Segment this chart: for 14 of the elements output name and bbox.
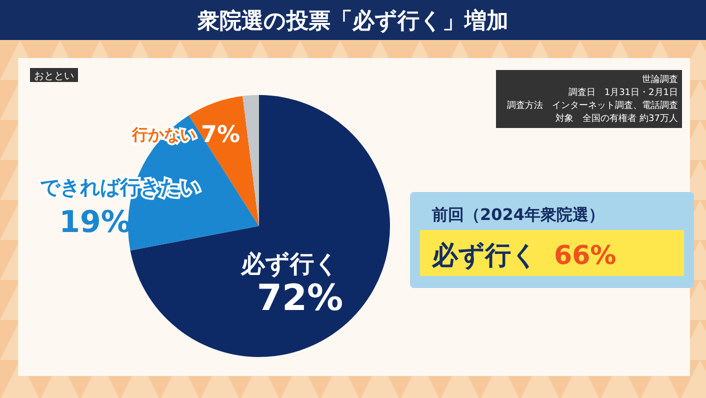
text: 必ず行く 66% bbox=[431, 241, 616, 271]
data-label: 19% bbox=[59, 205, 131, 240]
text: 世論調査 bbox=[642, 74, 678, 85]
chart-title: 衆院選の投票「必ず行く」増加 bbox=[196, 8, 508, 34]
data-label: 7% bbox=[201, 122, 240, 148]
pie-slice bbox=[242, 95, 259, 226]
text: 前回（2024年衆院選） bbox=[431, 205, 605, 224]
text: 対象 全国の有権者 約37万人 bbox=[556, 113, 678, 124]
text: 調査日 1月31日・2月1日 bbox=[568, 87, 678, 98]
text: 調査方法 インターネット調査、電話調査 bbox=[507, 100, 678, 111]
data-label: 72% bbox=[256, 278, 344, 319]
slice-label: 必ず行く bbox=[240, 250, 339, 278]
text: おととい bbox=[34, 71, 74, 82]
slice-label: 行かない bbox=[131, 125, 196, 144]
